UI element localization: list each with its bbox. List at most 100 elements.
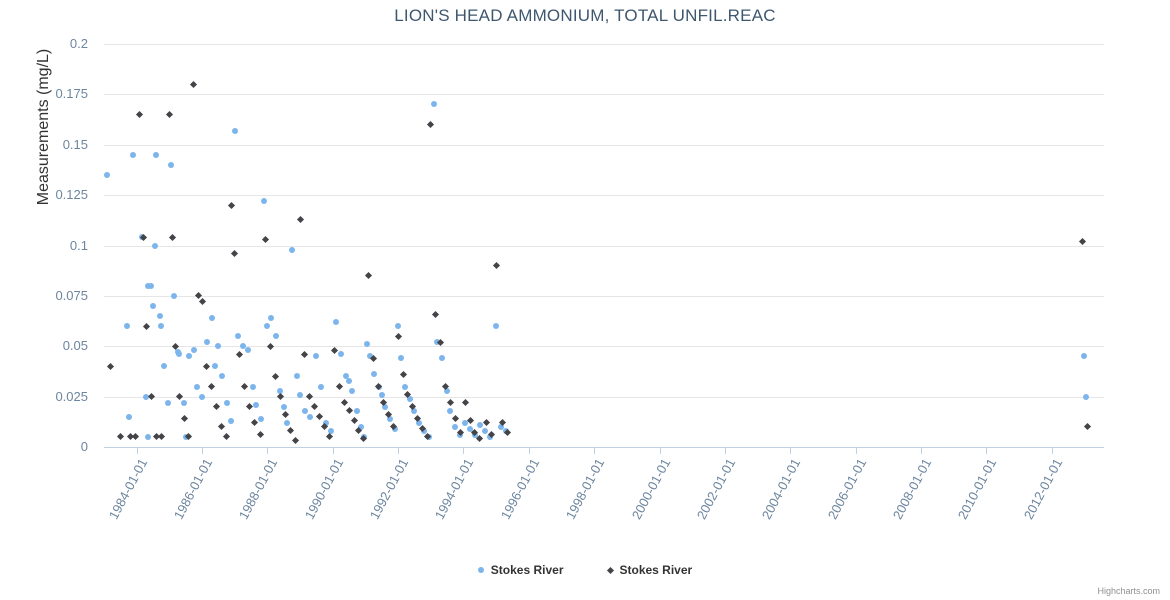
data-point-series-1[interactable]	[125, 413, 132, 420]
data-point-series-2[interactable]	[340, 399, 348, 407]
data-point-series-1[interactable]	[167, 161, 174, 168]
data-point-series-1[interactable]	[208, 315, 215, 322]
data-point-series-2[interactable]	[136, 110, 144, 119]
data-point-series-1[interactable]	[212, 363, 219, 370]
data-point-series-2[interactable]	[427, 121, 435, 129]
data-point-series-1[interactable]	[386, 415, 393, 422]
data-point-series-1[interactable]	[452, 423, 459, 430]
data-point-series-2[interactable]	[281, 411, 289, 419]
data-point-series-1[interactable]	[203, 339, 210, 346]
data-point-series-2[interactable]	[208, 383, 216, 391]
data-point-series-2[interactable]	[365, 272, 373, 280]
data-point-series-2[interactable]	[236, 350, 244, 358]
data-point-series-2[interactable]	[231, 250, 239, 258]
data-point-series-1[interactable]	[416, 419, 423, 426]
legend-item-series-1[interactable]: Stokes River	[477, 563, 564, 577]
data-point-series-2[interactable]	[492, 262, 500, 270]
data-point-series-1[interactable]	[439, 355, 446, 362]
data-point-series-1[interactable]	[194, 383, 201, 390]
data-point-series-1[interactable]	[323, 419, 330, 426]
data-point-series-1[interactable]	[190, 347, 197, 354]
data-point-series-1[interactable]	[378, 391, 385, 398]
data-point-series-1[interactable]	[104, 171, 111, 178]
data-point-series-1[interactable]	[143, 393, 150, 400]
data-point-series-2[interactable]	[291, 437, 299, 445]
data-point-series-2[interactable]	[476, 435, 484, 443]
data-point-series-1[interactable]	[462, 419, 469, 426]
data-point-series-1[interactable]	[148, 282, 155, 289]
data-point-series-1[interactable]	[328, 427, 335, 434]
data-point-series-2[interactable]	[203, 362, 211, 370]
data-point-series-2[interactable]	[276, 393, 285, 401]
data-point-series-1[interactable]	[145, 433, 152, 440]
data-point-series-2[interactable]	[116, 433, 124, 441]
data-point-series-1[interactable]	[244, 347, 251, 354]
data-point-series-2[interactable]	[142, 322, 151, 330]
data-point-series-2[interactable]	[286, 427, 294, 435]
data-point-series-1[interactable]	[228, 417, 235, 424]
data-point-series-1[interactable]	[272, 333, 279, 340]
data-point-series-2[interactable]	[1084, 423, 1092, 431]
data-point-series-1[interactable]	[301, 407, 308, 414]
data-point-series-1[interactable]	[239, 343, 246, 350]
data-point-series-2[interactable]	[157, 433, 165, 441]
data-point-series-1[interactable]	[218, 373, 225, 380]
data-point-series-1[interactable]	[421, 427, 428, 434]
data-point-series-1[interactable]	[354, 407, 361, 414]
data-point-series-1[interactable]	[288, 246, 295, 253]
data-point-series-1[interactable]	[181, 399, 188, 406]
data-point-series-1[interactable]	[370, 371, 377, 378]
data-point-series-1[interactable]	[498, 423, 505, 430]
data-point-series-1[interactable]	[215, 343, 222, 350]
data-point-series-1[interactable]	[252, 401, 259, 408]
data-point-series-1[interactable]	[391, 425, 398, 432]
data-point-series-1[interactable]	[164, 399, 171, 406]
data-point-series-2[interactable]	[311, 403, 319, 411]
data-point-series-2[interactable]	[213, 403, 221, 411]
data-point-series-1[interactable]	[444, 387, 451, 394]
data-point-series-2[interactable]	[262, 235, 270, 243]
data-point-series-1[interactable]	[1083, 393, 1090, 400]
data-point-series-2[interactable]	[198, 298, 206, 306]
data-point-series-2[interactable]	[267, 342, 275, 350]
data-point-series-1[interactable]	[150, 302, 157, 309]
data-point-series-1[interactable]	[234, 333, 241, 340]
data-point-series-1[interactable]	[185, 353, 192, 360]
data-point-series-1[interactable]	[231, 127, 238, 134]
data-point-series-1[interactable]	[130, 151, 137, 158]
data-point-series-1[interactable]	[123, 323, 130, 330]
data-point-series-2[interactable]	[218, 423, 226, 431]
data-point-series-2[interactable]	[301, 350, 309, 358]
data-point-series-1[interactable]	[342, 373, 349, 380]
data-point-series-2[interactable]	[345, 407, 353, 415]
data-point-series-1[interactable]	[382, 403, 389, 410]
data-point-series-2[interactable]	[482, 419, 490, 427]
data-point-series-1[interactable]	[267, 315, 274, 322]
data-point-series-2[interactable]	[131, 433, 139, 441]
data-point-series-2[interactable]	[169, 233, 177, 241]
data-point-series-2[interactable]	[370, 354, 378, 362]
data-point-series-1[interactable]	[1081, 353, 1088, 360]
data-point-series-2[interactable]	[330, 346, 338, 354]
data-point-series-1[interactable]	[395, 323, 402, 330]
data-point-series-1[interactable]	[293, 373, 300, 380]
data-point-series-2[interactable]	[245, 403, 253, 411]
data-point-series-1[interactable]	[431, 101, 438, 108]
data-point-series-2[interactable]	[147, 393, 155, 401]
data-point-series-1[interactable]	[277, 387, 284, 394]
data-point-series-1[interactable]	[297, 391, 304, 398]
data-point-series-1[interactable]	[156, 313, 163, 320]
data-point-series-2[interactable]	[180, 415, 188, 423]
data-point-series-1[interactable]	[333, 319, 340, 326]
data-point-series-1[interactable]	[161, 363, 168, 370]
data-point-series-1[interactable]	[158, 323, 165, 330]
legend-item-series-2[interactable]: Stokes River	[606, 563, 692, 577]
data-point-series-1[interactable]	[171, 292, 178, 299]
data-point-series-2[interactable]	[394, 332, 402, 340]
data-point-series-2[interactable]	[227, 201, 235, 209]
data-point-series-1[interactable]	[493, 323, 500, 330]
data-point-series-1[interactable]	[337, 351, 344, 358]
data-point-series-2[interactable]	[175, 393, 183, 401]
data-point-series-2[interactable]	[446, 399, 454, 407]
data-point-series-2[interactable]	[106, 362, 115, 370]
